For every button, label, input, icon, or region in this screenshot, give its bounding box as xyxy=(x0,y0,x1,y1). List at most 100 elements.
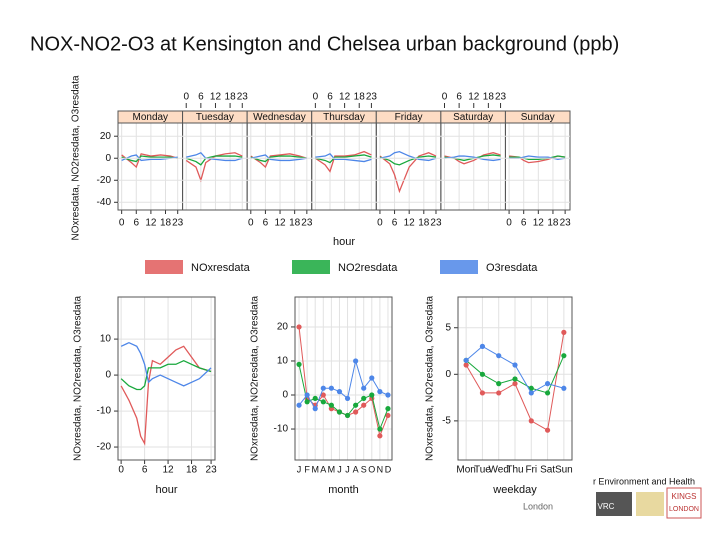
facet-label: Sunday xyxy=(521,112,555,123)
point xyxy=(344,395,351,402)
point xyxy=(361,402,367,408)
point xyxy=(561,329,567,335)
point xyxy=(377,426,383,432)
x-tick-label: 6 xyxy=(142,465,148,476)
point xyxy=(496,390,502,396)
x-axis-label: month xyxy=(328,484,359,496)
panel-frame xyxy=(294,296,393,461)
x-tick-label: 18 xyxy=(354,92,366,103)
x-tick-label: 18 xyxy=(225,92,237,103)
x-tick-label: 12 xyxy=(468,92,480,103)
series-line xyxy=(120,341,212,387)
y-tick-label: -10 xyxy=(97,406,112,417)
point xyxy=(361,395,367,402)
x-tick-label: 12 xyxy=(163,465,175,476)
x-tick-label: 18 xyxy=(483,92,495,103)
x-tick-label: 23 xyxy=(495,92,507,103)
point xyxy=(369,375,375,381)
x-tick-label: 23 xyxy=(301,218,313,229)
x-tick-label: 23 xyxy=(206,465,218,476)
series-line xyxy=(315,153,372,163)
point xyxy=(479,343,486,349)
point xyxy=(528,418,534,424)
x-tick-label: 6 xyxy=(392,218,398,229)
y-tick-label: -40 xyxy=(97,197,112,208)
legend-label: NOxresdata xyxy=(191,262,251,274)
point xyxy=(296,324,302,330)
point xyxy=(353,402,359,408)
point xyxy=(479,371,486,377)
logo-box xyxy=(636,492,664,516)
footer-text: r Environment and Health xyxy=(593,476,695,486)
x-tick-label: J xyxy=(345,464,350,474)
x-tick-label: 6 xyxy=(198,92,204,103)
y-tick-label: -10 xyxy=(274,424,289,435)
point xyxy=(496,381,502,387)
series-line xyxy=(379,150,437,162)
point xyxy=(385,392,391,398)
point xyxy=(544,381,551,387)
y-axis-label: NOxresdata, NO2resdata, O3resdata xyxy=(71,75,82,241)
series-line xyxy=(120,345,212,446)
y-tick-label: 5 xyxy=(445,322,451,333)
series-line xyxy=(250,154,307,162)
x-tick-label: 6 xyxy=(521,218,527,229)
legend-label: NO2resdata xyxy=(338,262,398,274)
point xyxy=(353,358,359,364)
facet-label: Wednesday xyxy=(253,112,306,123)
x-axis-label: hour xyxy=(155,484,177,496)
point xyxy=(369,392,375,398)
x-tick-label: Thu xyxy=(506,465,523,476)
legend-swatch xyxy=(292,260,330,274)
point xyxy=(296,402,302,408)
x-tick-label: F xyxy=(304,464,310,474)
x-tick-label: Sat xyxy=(540,465,555,476)
x-axis-label: weekday xyxy=(492,484,537,496)
point xyxy=(512,381,518,387)
point xyxy=(385,406,391,412)
x-tick-label: 0 xyxy=(248,218,254,229)
x-tick-label: 18 xyxy=(418,218,430,229)
x-tick-label: D xyxy=(385,464,392,474)
x-tick-label: J xyxy=(297,464,302,474)
x-tick-label: 0 xyxy=(442,92,448,103)
point xyxy=(544,390,551,396)
series-line xyxy=(298,326,389,438)
point xyxy=(361,385,367,391)
x-tick-label: Sun xyxy=(555,465,573,476)
x-tick-label: 18 xyxy=(289,218,301,229)
y-tick-label: 10 xyxy=(100,334,112,345)
point xyxy=(377,433,383,439)
point xyxy=(320,385,326,391)
x-tick-label: A xyxy=(353,464,359,474)
y-tick-label: 20 xyxy=(277,322,289,333)
x-tick-label: 23 xyxy=(366,92,378,103)
facet-label: Tuesday xyxy=(196,112,234,123)
y-tick-label: -20 xyxy=(97,175,112,186)
point xyxy=(336,409,343,415)
series-line xyxy=(121,155,178,163)
series-line xyxy=(120,359,212,391)
point xyxy=(385,412,391,419)
x-tick-label: 12 xyxy=(533,218,545,229)
x-tick-label: 6 xyxy=(263,218,269,229)
point xyxy=(496,353,502,359)
x-tick-label: 12 xyxy=(210,92,222,103)
x-tick-label: 23 xyxy=(172,218,184,229)
series-line xyxy=(186,155,243,166)
panel-frame xyxy=(117,296,216,461)
point xyxy=(463,357,469,363)
point xyxy=(336,389,343,395)
y-tick-label: -5 xyxy=(442,416,451,427)
point xyxy=(344,412,351,419)
x-tick-label: O xyxy=(368,464,375,474)
series-line xyxy=(315,150,372,173)
y-axis-label: NOxresdata, NO2resdata, O3resdata xyxy=(73,296,84,462)
legend-swatch xyxy=(145,260,183,274)
x-tick-label: 0 xyxy=(377,218,383,229)
x-tick-label: 23 xyxy=(237,92,249,103)
x-tick-label: 0 xyxy=(119,218,125,229)
footer-city: London xyxy=(523,501,553,511)
series-line xyxy=(509,155,566,160)
point xyxy=(312,395,318,402)
